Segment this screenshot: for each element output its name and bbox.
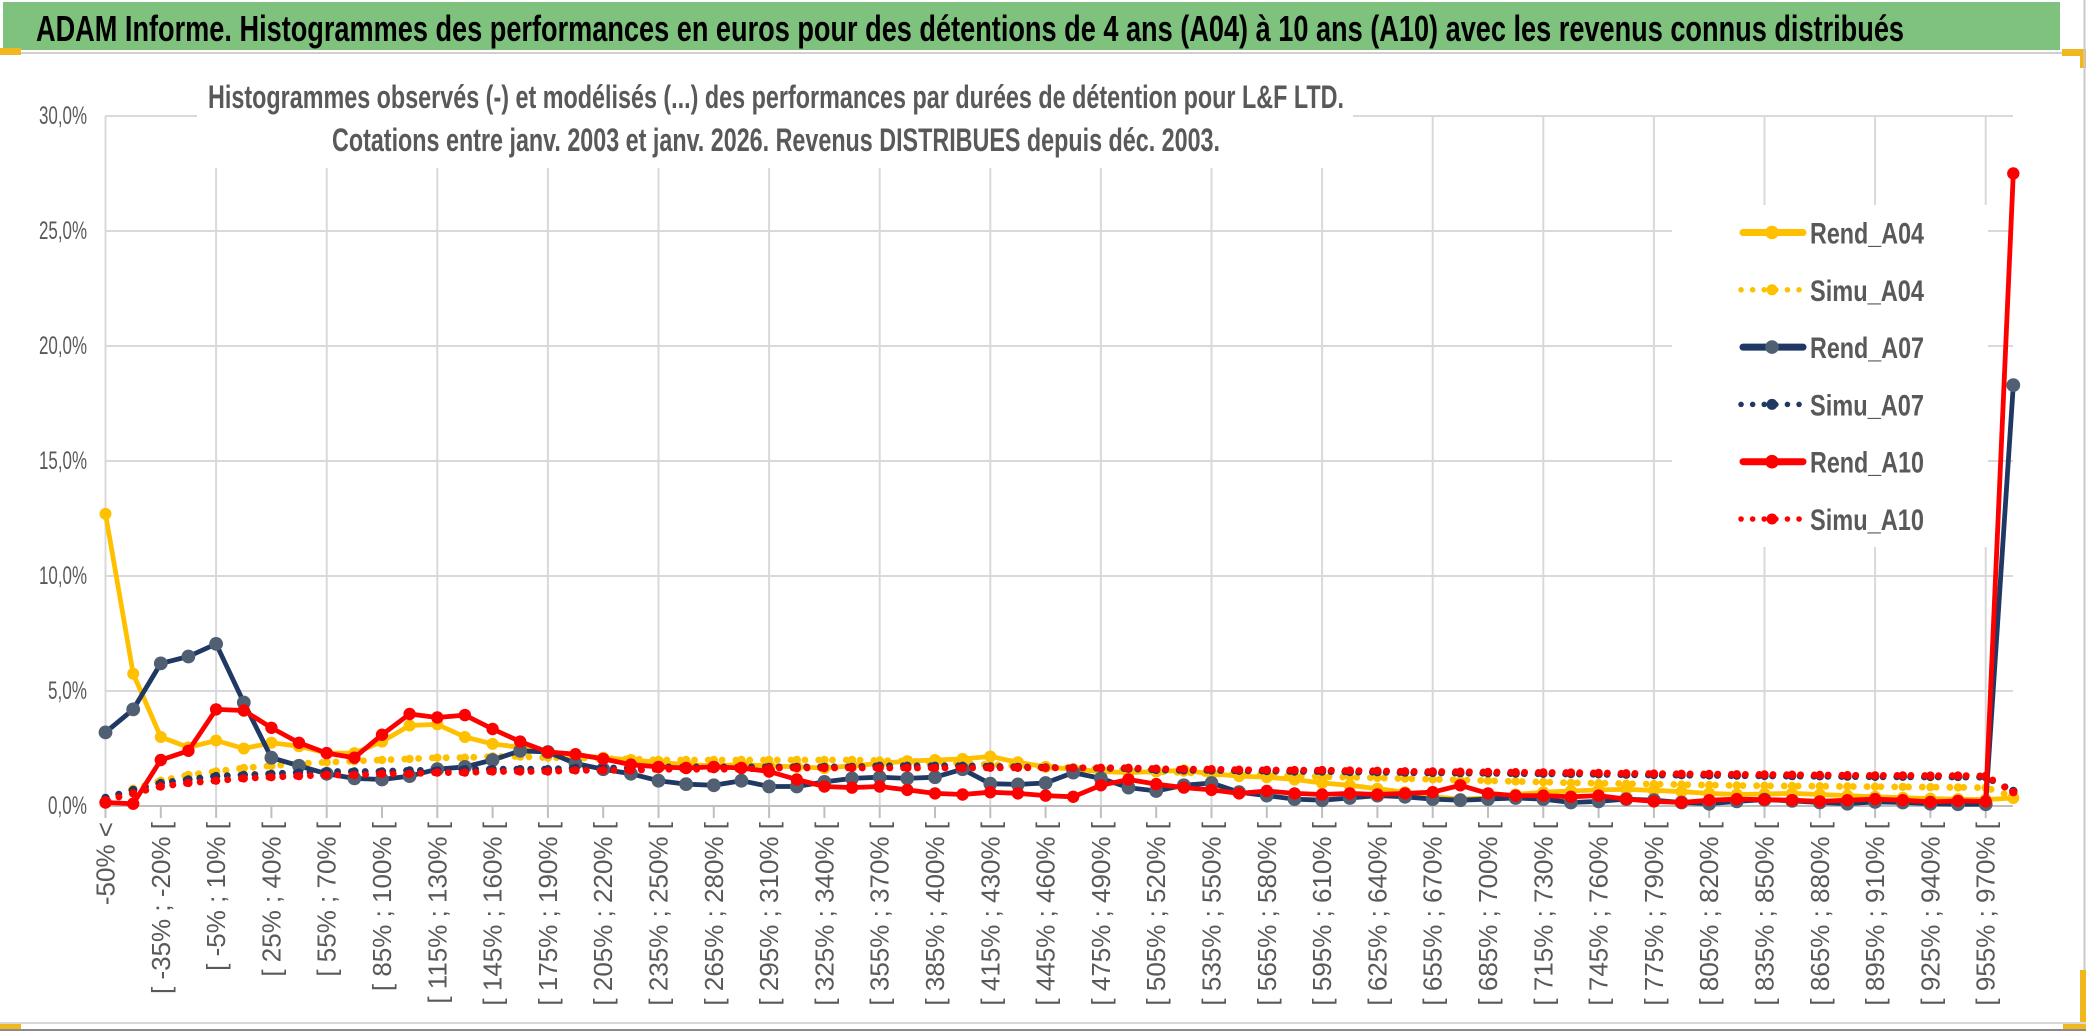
- svg-text:[ 235% ; 250% [: [ 235% ; 250% [: [644, 821, 674, 1005]
- svg-text:Simu_A10: Simu_A10: [1810, 504, 1924, 537]
- svg-text:15,0%: 15,0%: [39, 447, 87, 475]
- svg-text:Cotations entre janv. 2003 et: Cotations entre janv. 2003 et janv. 2026…: [332, 122, 1220, 158]
- svg-text:25,0%: 25,0%: [39, 217, 87, 245]
- svg-text:[ 25% ; 40% [: [ 25% ; 40% [: [256, 821, 286, 976]
- svg-text:[ 55% ; 70% [: [ 55% ; 70% [: [312, 821, 342, 976]
- svg-text:[ 175% ; 190% [: [ 175% ; 190% [: [533, 821, 563, 1005]
- svg-text:[ 205% ; 220% [: [ 205% ; 220% [: [588, 821, 618, 1005]
- svg-text:[ 895% ; 910% [: [ 895% ; 910% [: [1860, 821, 1890, 1005]
- svg-text:[ 355% ; 370% [: [ 355% ; 370% [: [865, 821, 895, 1005]
- svg-text:5,0%: 5,0%: [48, 677, 87, 705]
- svg-text:[ 715% ; 730% [: [ 715% ; 730% [: [1528, 821, 1558, 1005]
- svg-text:[ 445% ; 460% [: [ 445% ; 460% [: [1031, 821, 1061, 1005]
- svg-text:Simu_A04: Simu_A04: [1810, 275, 1924, 308]
- svg-text:[ 865% ; 880% [: [ 865% ; 880% [: [1805, 821, 1835, 1005]
- svg-text:[ 115% ; 130% [: [ 115% ; 130% [: [422, 821, 452, 1003]
- svg-text:0,0%: 0,0%: [48, 792, 87, 820]
- svg-text:[ 685% ; 700% [: [ 685% ; 700% [: [1473, 821, 1503, 1005]
- svg-text:Rend_A10: Rend_A10: [1810, 447, 1924, 480]
- svg-text:20,0%: 20,0%: [39, 332, 87, 360]
- svg-text:[ -35% ; -20% [: [ -35% ; -20% [: [146, 821, 176, 994]
- svg-text:Rend_A07: Rend_A07: [1810, 332, 1924, 365]
- svg-text:[ 775% ; 790% [: [ 775% ; 790% [: [1639, 821, 1669, 1005]
- svg-text:[ 475% ; 490% [: [ 475% ; 490% [: [1086, 821, 1116, 1005]
- svg-text:[ 295% ; 310% [: [ 295% ; 310% [: [754, 821, 784, 1005]
- svg-text:[ 415% ; 430% [: [ 415% ; 430% [: [975, 821, 1005, 1005]
- svg-text:[ 625% ; 640% [: [ 625% ; 640% [: [1362, 821, 1392, 1005]
- svg-text:[ 85% ; 100% [: [ 85% ; 100% [: [367, 821, 397, 991]
- svg-text:[ 805% ; 820% [: [ 805% ; 820% [: [1694, 821, 1724, 1005]
- svg-text:[ -5% ; 10% [: [ -5% ; 10% [: [201, 821, 231, 971]
- svg-text:[ 535% ; 550% [: [ 535% ; 550% [: [1197, 821, 1227, 1005]
- svg-text:[ 745% ; 760% [: [ 745% ; 760% [: [1584, 821, 1614, 1005]
- svg-text:10,0%: 10,0%: [39, 562, 87, 590]
- svg-text:[ 655% ; 670% [: [ 655% ; 670% [: [1418, 821, 1448, 1005]
- svg-text:[ 265% ; 280% [: [ 265% ; 280% [: [699, 821, 729, 1005]
- svg-text:[ 925% ; 940% [: [ 925% ; 940% [: [1915, 821, 1945, 1005]
- svg-text:[ 505% ; 520% [: [ 505% ; 520% [: [1141, 821, 1171, 1005]
- svg-text:[ 955% ; 970% [: [ 955% ; 970% [: [1971, 821, 2001, 1005]
- svg-text:ADAM Informe. Histogrammes des: ADAM Informe. Histogrammes des performan…: [36, 8, 1904, 49]
- svg-text:Simu_A07: Simu_A07: [1810, 389, 1924, 422]
- svg-text:Rend_A04: Rend_A04: [1810, 218, 1924, 251]
- svg-text:[ 145% ; 160% [: [ 145% ; 160% [: [478, 821, 508, 1005]
- svg-text:[ 595% ; 610% [: [ 595% ; 610% [: [1307, 821, 1337, 1005]
- svg-text:30,0%: 30,0%: [39, 102, 87, 130]
- svg-text:[ 385% ; 400% [: [ 385% ; 400% [: [920, 821, 950, 1005]
- svg-text:-50% <: -50% <: [91, 822, 121, 905]
- svg-text:[ 565% ; 580% [: [ 565% ; 580% [: [1252, 821, 1282, 1005]
- svg-text:Histogrammes observés (-) et m: Histogrammes observés (-) et modélisés (…: [208, 79, 1344, 115]
- svg-text:[ 325% ; 340% [: [ 325% ; 340% [: [809, 821, 839, 1005]
- svg-text:[ 835% ; 850% [: [ 835% ; 850% [: [1750, 821, 1780, 1005]
